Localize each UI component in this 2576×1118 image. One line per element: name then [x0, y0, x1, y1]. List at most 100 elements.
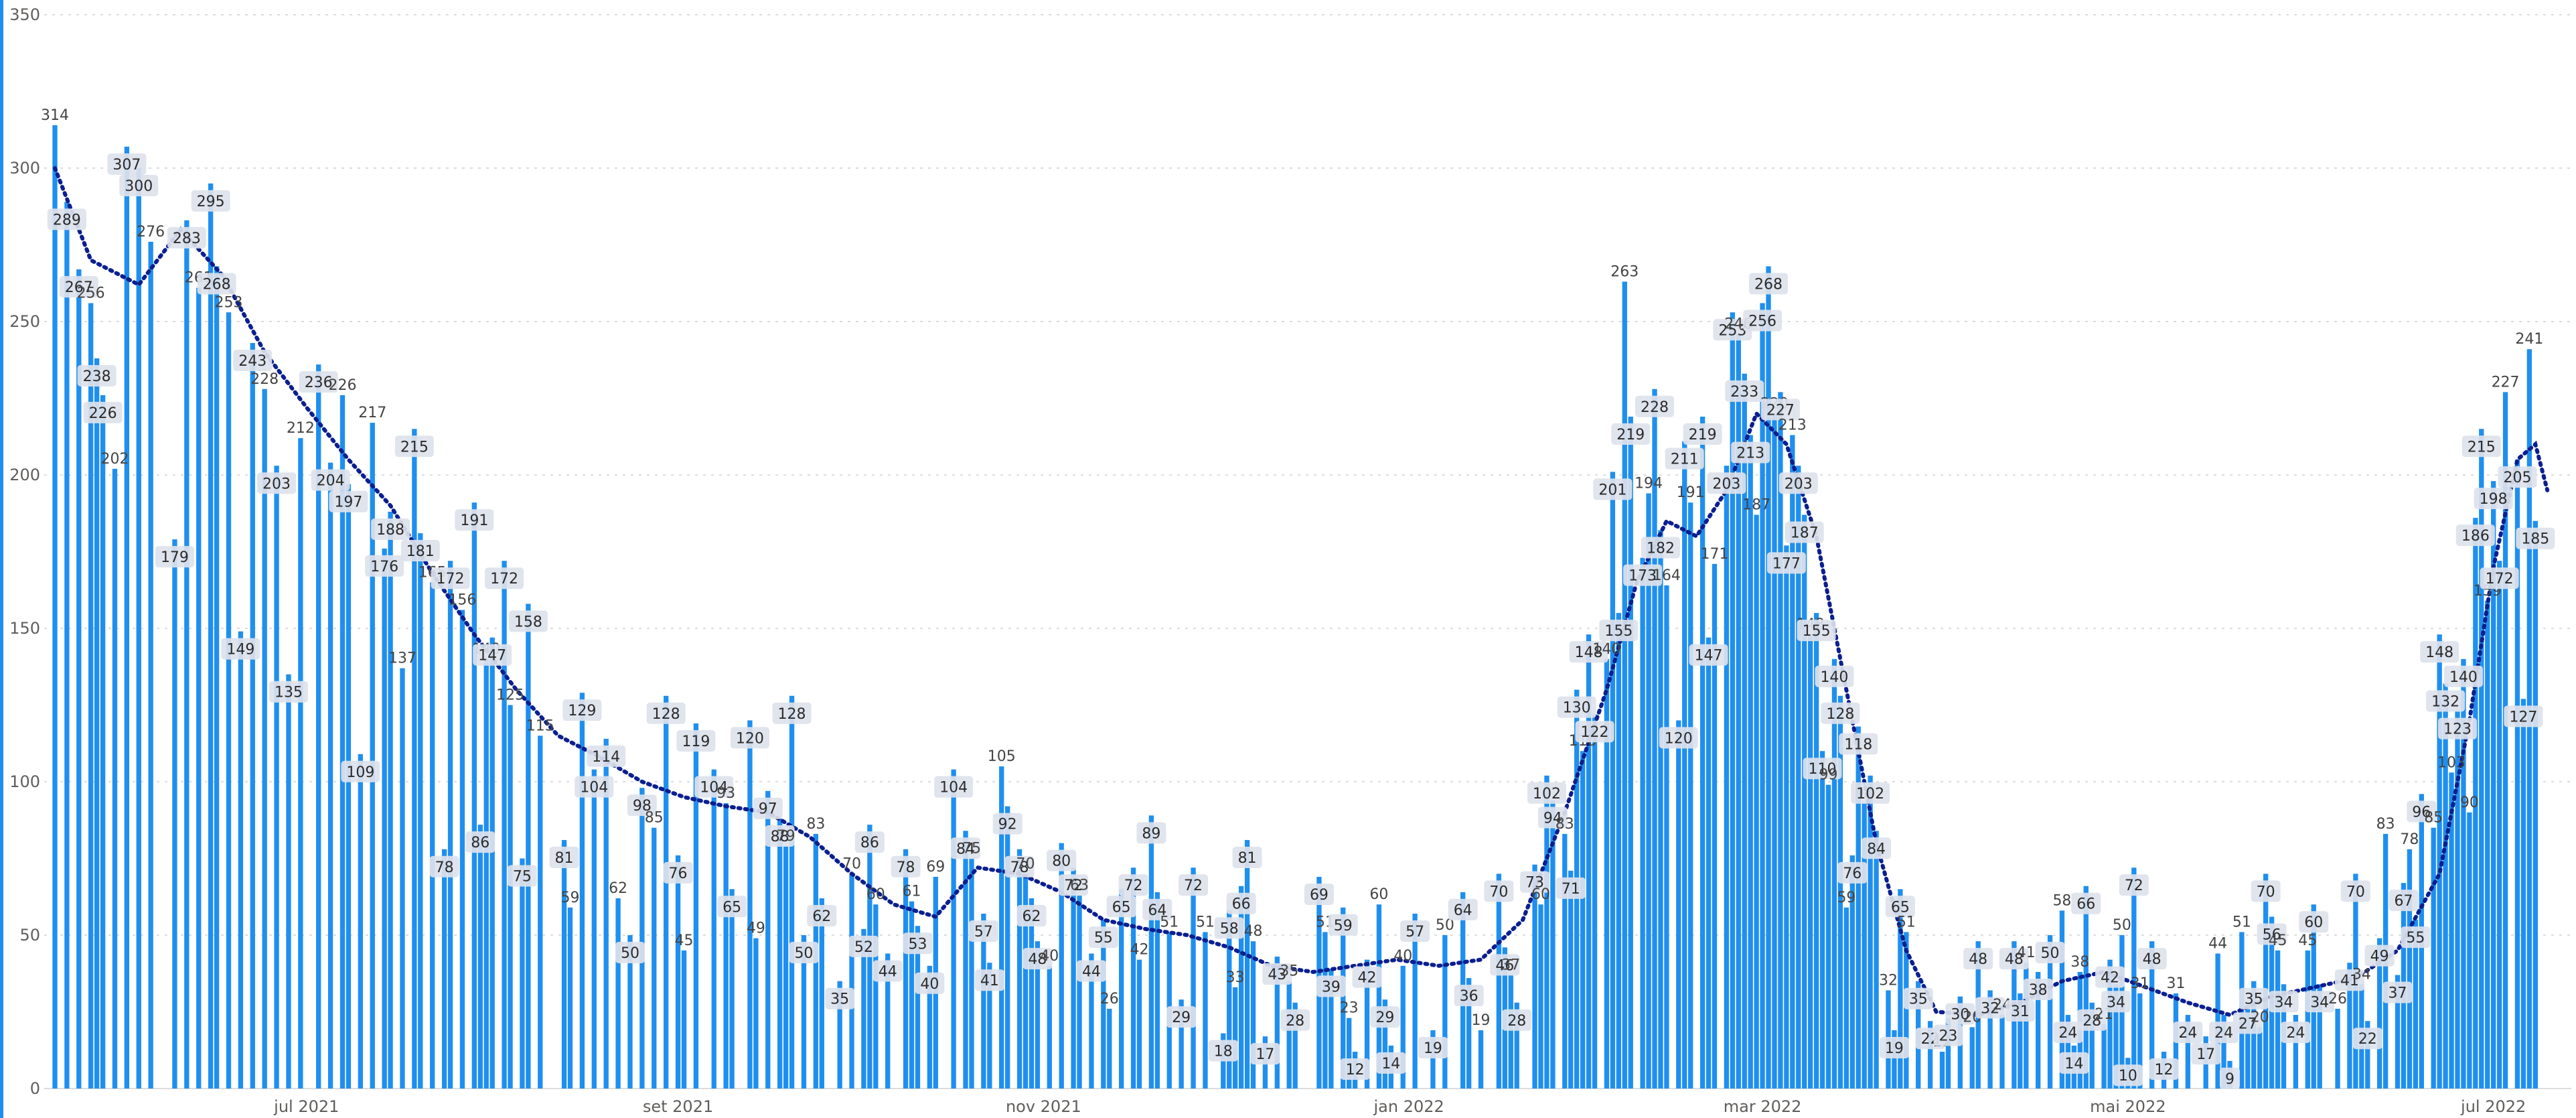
data-label-box: [2191, 1043, 2221, 1065]
left-edge-border: [0, 0, 3, 1118]
data-label-box: [1262, 963, 1292, 985]
bar: [969, 858, 974, 1089]
data-label: 128: [652, 706, 680, 723]
data-label-box: [2119, 874, 2149, 896]
data-label: 226: [89, 405, 117, 422]
bar: [430, 582, 435, 1089]
data-label-box: [1214, 917, 1244, 939]
bar: [1059, 843, 1064, 1089]
data-label-box: [1879, 1036, 1909, 1058]
data-label-box: [394, 435, 434, 458]
bar: [1904, 932, 1909, 1089]
bar: [1412, 913, 1418, 1089]
bar: [1706, 637, 1712, 1089]
bar: [1682, 441, 1687, 1089]
bar: [951, 769, 956, 1089]
bar: [1772, 413, 1777, 1089]
bar: [849, 874, 854, 1089]
data-label: 64: [1454, 902, 1472, 919]
data-label-box: [2443, 665, 2483, 687]
bar: [1742, 373, 1747, 1089]
bar: [526, 604, 531, 1089]
bar: [2467, 812, 2472, 1089]
bar: [508, 705, 513, 1089]
data-label: 69: [926, 859, 945, 876]
bar: [316, 364, 321, 1089]
data-label: 110: [1809, 761, 1837, 778]
data-label: 26: [1100, 991, 1119, 1007]
data-label: 46: [1495, 957, 1514, 974]
data-label: 24: [2178, 1025, 2197, 1042]
bar: [1730, 312, 1736, 1089]
data-label: 212: [287, 420, 315, 437]
bar: [1550, 800, 1556, 1089]
bar: [2305, 950, 2310, 1089]
bar: [1999, 1015, 2005, 1089]
data-label: 17: [1256, 1046, 1274, 1063]
bar: [1825, 784, 1831, 1089]
bar: [112, 468, 118, 1089]
data-label: 187: [1742, 497, 1770, 514]
data-label: 148: [2425, 644, 2453, 661]
data-label: 78: [2400, 831, 2419, 848]
data-label: 48: [1028, 951, 1047, 968]
bar: [1047, 965, 1052, 1089]
data-label-box: [663, 861, 693, 884]
data-label-box: [1179, 874, 1209, 896]
data-label-box: [485, 567, 524, 589]
data-label: 12: [2155, 1062, 2174, 1078]
data-label: 202: [100, 451, 129, 468]
data-label-box: [2352, 1028, 2382, 1050]
bar: [1233, 987, 1238, 1089]
bar: [2245, 1005, 2251, 1089]
data-label-box: [1778, 472, 1818, 494]
bar: [196, 287, 202, 1089]
bar: [603, 738, 609, 1089]
data-label-box: [2474, 488, 2513, 510]
y-tick-label: 100: [9, 772, 40, 791]
data-label: 149: [226, 642, 254, 658]
data-label-box: [2334, 969, 2364, 991]
data-label: 203: [262, 476, 291, 492]
data-label: 14: [1381, 1056, 1400, 1072]
data-label-box: [1821, 702, 1860, 724]
data-label-box: [2005, 1000, 2035, 1022]
bar: [1676, 720, 1681, 1089]
data-label-box: [968, 920, 998, 942]
data-label: 105: [988, 748, 1016, 765]
data-label: 125: [496, 687, 524, 704]
data-label: 28: [1507, 1013, 1526, 1030]
data-label: 41: [2340, 973, 2359, 989]
data-label-box: [1328, 914, 1358, 936]
data-label: 48: [2005, 951, 2024, 968]
bar: [52, 125, 58, 1089]
x-tick-label: jan 2022: [1373, 1097, 1444, 1116]
data-label-box: [2401, 926, 2431, 949]
bar: [2263, 874, 2269, 1089]
data-label-box: [191, 190, 230, 212]
data-label: 50: [2113, 917, 2131, 934]
bar: [2479, 429, 2484, 1089]
data-label-box: [615, 942, 645, 963]
bar: [214, 266, 220, 1089]
data-label-box: [951, 837, 981, 859]
bar: [459, 610, 465, 1089]
bar: [2455, 711, 2460, 1089]
data-label-box: [1166, 1006, 1197, 1028]
data-label: 227: [1766, 402, 1795, 419]
data-label-box: [2516, 527, 2555, 549]
bar: [1939, 1052, 1945, 1089]
data-label-box: [1304, 883, 1334, 905]
data-label: 83: [2376, 816, 2395, 833]
data-label: 59: [560, 890, 579, 906]
bar: [1987, 990, 1993, 1089]
data-label: 50: [621, 945, 639, 962]
data-label: 109: [346, 764, 374, 781]
bar: [184, 220, 190, 1089]
data-label: 73: [1525, 875, 1544, 892]
bar: [1364, 959, 1370, 1089]
data-label-box: [1527, 782, 1566, 804]
data-label: 51: [1196, 914, 1215, 930]
bar: [2431, 827, 2436, 1089]
bar: [238, 631, 244, 1089]
